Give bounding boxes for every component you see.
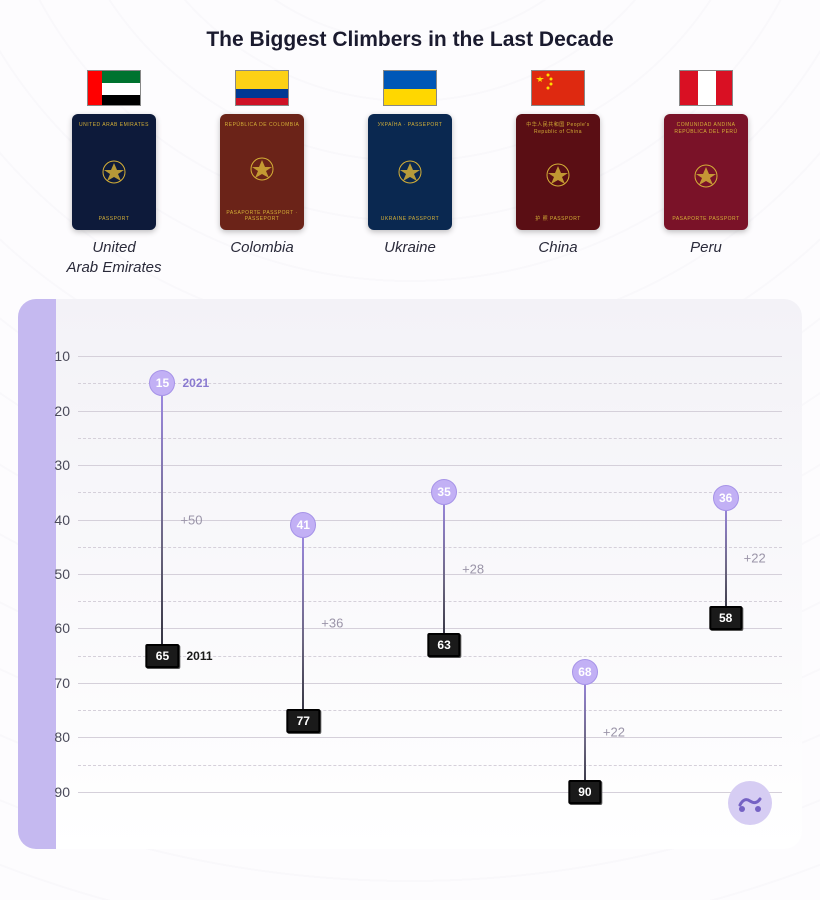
year-2011-label: 2011 (186, 649, 212, 663)
passport-top-text: COMUNIDAD ANDINA REPÚBLICA DEL PERÚ (668, 122, 744, 135)
series-stem (161, 383, 163, 655)
y-tick-label: 50 (30, 566, 70, 582)
y-tick-label: 30 (30, 457, 70, 473)
country-label: UnitedArab Emirates (66, 238, 161, 277)
gridline (78, 628, 782, 629)
gridline (78, 411, 782, 412)
plot-area: 1020304050607080901565+50202120114177+36… (78, 329, 782, 819)
country-column: 中华人民共和国 People's Republic of China 护 照 PA… (493, 70, 623, 277)
passport-icon: УКРАЇНА · PASSEPORT UKRAINE PASSPORT (368, 114, 452, 230)
y-tick-label: 90 (30, 784, 70, 800)
gridline (78, 683, 782, 684)
gridline (78, 356, 782, 357)
country-label: China (538, 238, 577, 258)
passport-icon: UNITED ARAB EMIRATES PASSPORT (72, 114, 156, 230)
series-stem (302, 525, 304, 721)
page-title: The Biggest Climbers in the Last Decade (0, 0, 820, 70)
y-tick-label: 80 (30, 729, 70, 745)
gridline-minor (78, 547, 782, 548)
rank-2021-marker: 36 (713, 485, 739, 511)
passport-top-text: UNITED ARAB EMIRATES (79, 122, 149, 129)
rank-2021-marker: 35 (431, 479, 457, 505)
rank-2011-marker: 63 (427, 633, 460, 657)
passport-bottom-text: PASAPORTE PASSPORT (672, 216, 739, 222)
passport-top-text: 中华人民共和国 People's Republic of China (520, 122, 596, 135)
series-stem (584, 672, 586, 792)
delta-label: +22 (744, 550, 766, 565)
passport-icon: COMUNIDAD ANDINA REPÚBLICA DEL PERÚ PASAP… (664, 114, 748, 230)
passport-emblem-icon (246, 153, 278, 185)
y-tick-label: 60 (30, 620, 70, 636)
flag-icon (531, 70, 585, 106)
country-column: COMUNIDAD ANDINA REPÚBLICA DEL PERÚ PASAP… (641, 70, 771, 277)
flag-icon (87, 70, 141, 106)
gridline-minor (78, 765, 782, 766)
passport-emblem-icon (98, 156, 130, 188)
brand-logo-icon (728, 781, 772, 825)
countries-row: UNITED ARAB EMIRATES PASSPORT UnitedArab E… (0, 70, 820, 277)
chart-area: 10 20 30 40 50 60 70 80 90 15 65 +50 2021 2011 41 77 +36… (18, 299, 802, 849)
country-column: REPÚBLICA DE COLOMBIA PASAPORTE PASSPORT … (197, 70, 327, 277)
country-column: УКРАЇНА · PASSEPORT UKRAINE PASSPORT Ukrai… (345, 70, 475, 277)
series-stem (725, 498, 727, 618)
country-label: Ukraine (384, 238, 436, 258)
gridline-minor (78, 492, 782, 493)
rank-2011-marker: 58 (709, 606, 742, 630)
gridline (78, 737, 782, 738)
gridline-minor (78, 601, 782, 602)
passport-bottom-text: PASAPORTE PASSPORT · PASSEPORT (224, 210, 300, 222)
country-label: Colombia (230, 238, 293, 258)
y-tick-label: 20 (30, 403, 70, 419)
passport-top-text: REPÚBLICA DE COLOMBIA (225, 122, 300, 129)
passport-emblem-icon (690, 160, 722, 192)
passport-icon: REPÚBLICA DE COLOMBIA PASAPORTE PASSPORT … (220, 114, 304, 230)
rank-2011-marker: 90 (568, 780, 601, 804)
gridline-minor (78, 438, 782, 439)
delta-label: +22 (603, 724, 625, 739)
gridline (78, 574, 782, 575)
passport-icon: 中华人民共和国 People's Republic of China 护 照 PA… (516, 114, 600, 230)
year-2021-label: 2021 (182, 376, 209, 390)
country-column: UNITED ARAB EMIRATES PASSPORT UnitedArab E… (49, 70, 179, 277)
passport-emblem-icon (542, 159, 574, 191)
y-tick-label: 70 (30, 675, 70, 691)
delta-label: +28 (462, 561, 484, 576)
passport-bottom-text: PASSPORT (99, 216, 130, 222)
rank-2011-marker: 77 (287, 709, 320, 733)
passport-top-text: УКРАЇНА · PASSEPORT (378, 122, 443, 129)
flag-icon (383, 70, 437, 106)
gridline (78, 792, 782, 793)
infographic-container: The Biggest Climbers in the Last Decade … (0, 0, 820, 900)
series-stem (443, 492, 445, 644)
passport-bottom-text: UKRAINE PASSPORT (381, 216, 439, 222)
y-tick-label: 40 (30, 512, 70, 528)
flag-icon (235, 70, 289, 106)
y-tick-label: 10 (30, 348, 70, 364)
gridline-minor (78, 710, 782, 711)
passport-emblem-icon (394, 156, 426, 188)
rank-2011-marker: 65 (146, 644, 179, 668)
passport-bottom-text: 护 照 PASSPORT (535, 215, 581, 222)
flag-icon (679, 70, 733, 106)
rank-2021-marker: 68 (572, 659, 598, 685)
gridline (78, 465, 782, 466)
rank-2021-marker: 41 (290, 512, 316, 538)
delta-label: +36 (321, 616, 343, 631)
country-label: Peru (690, 238, 722, 258)
rank-2021-marker: 15 (149, 370, 175, 396)
delta-label: +50 (180, 512, 202, 527)
